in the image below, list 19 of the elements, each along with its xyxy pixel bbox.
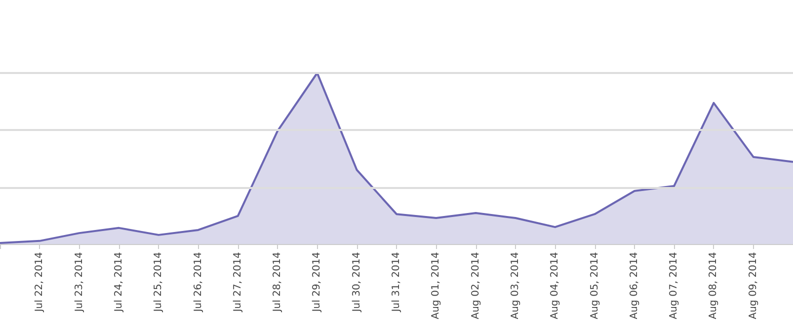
x-tick-label: Aug 01, 2014 [430,252,442,320]
x-tick-label: Jul 22, 2014 [34,252,46,313]
x-tick-label: Jul 27, 2014 [232,252,244,313]
x-tick-label: Jul 31, 2014 [391,252,402,313]
x-tick-label: Jul 24, 2014 [113,252,124,313]
x-tick-label: Jul 25, 2014 [153,252,164,313]
x-tick-label: Jul 29, 2014 [312,252,323,313]
x-tick-label: Jul 28, 2014 [272,252,284,313]
x-tick-label: Aug 02, 2014 [470,252,482,320]
x-tick-label: Aug 03, 2014 [510,252,521,320]
x-tick-label: Aug 07, 2014 [668,252,680,320]
x-tick-label: Aug 04, 2014 [550,252,561,320]
x-tick-label: Aug 08, 2014 [708,252,720,320]
x-tick-label: Jul 26, 2014 [192,252,204,313]
x-tick-label: Jul 23, 2014 [74,252,85,313]
x-tick-label: Aug 05, 2014 [589,252,600,320]
x-tick-label: Aug 06, 2014 [628,252,640,320]
x-tick-label: Jul 30, 2014 [351,252,362,313]
x-tick-label: Aug 09, 2014 [748,252,759,320]
